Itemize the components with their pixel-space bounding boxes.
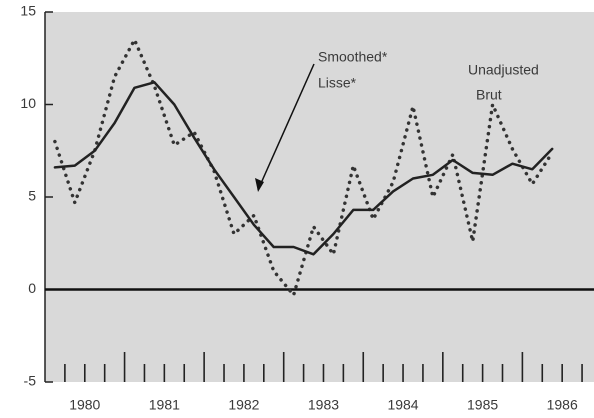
x-tick-label: 1983 xyxy=(308,397,339,413)
x-tick-label: 1986 xyxy=(547,397,578,413)
annotation: Brut xyxy=(476,87,502,103)
series-line xyxy=(53,38,554,297)
annotation-arrow xyxy=(257,63,315,191)
x-tick-label: 1985 xyxy=(467,397,498,413)
y-tick-label: 10 xyxy=(20,95,36,111)
series-line xyxy=(53,81,554,256)
annotation: Lisse* xyxy=(318,75,357,91)
x-tick-label: 1980 xyxy=(69,397,100,413)
y-tick-label: 5 xyxy=(28,188,36,204)
y-tick-label: 0 xyxy=(28,280,36,296)
annotation: Unadjusted xyxy=(468,62,539,78)
x-tick-label: 1984 xyxy=(387,397,418,413)
y-tick-label: 15 xyxy=(20,3,36,19)
x-tick-label: 1982 xyxy=(228,397,259,413)
x-tick-label: 1981 xyxy=(149,397,180,413)
annotation: Smoothed* xyxy=(318,49,388,65)
annotation-arrowhead xyxy=(255,178,264,192)
y-tick-label: -5 xyxy=(24,373,37,389)
plot-area xyxy=(45,12,594,382)
